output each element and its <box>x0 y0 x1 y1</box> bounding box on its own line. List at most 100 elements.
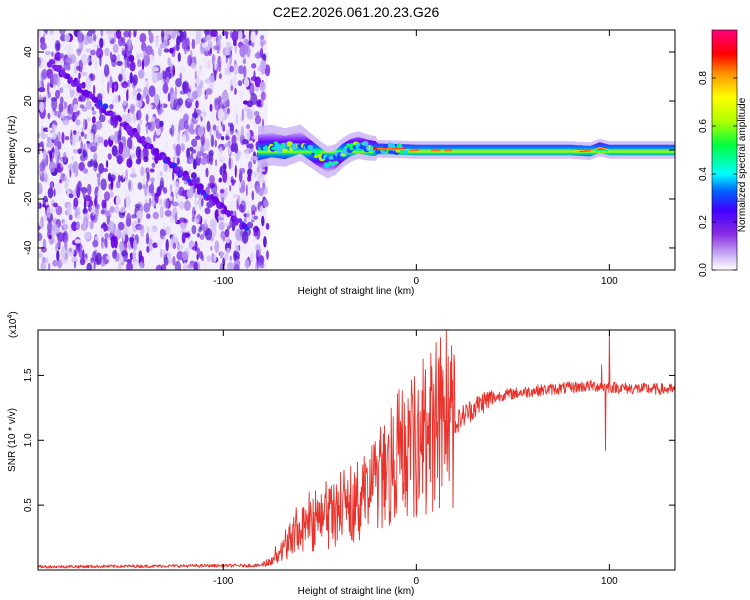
noise-blob <box>118 94 121 102</box>
snr-x-ticks: -100 0 100 <box>213 330 618 587</box>
noise-blob <box>62 85 69 90</box>
noise-blob <box>172 256 176 266</box>
noise-blob <box>213 45 220 51</box>
noise-blob <box>177 131 180 143</box>
noise-blob <box>96 47 104 59</box>
chart-title: C2E2.2026.061.20.23.G26 <box>273 4 440 20</box>
noise-blob <box>148 85 156 97</box>
noise-blob <box>112 227 116 235</box>
noise-blob <box>71 222 77 227</box>
noise-blob <box>162 82 169 94</box>
noise-blob <box>48 262 51 270</box>
noise-blob <box>153 134 156 142</box>
colorbar-tick-label: 0.8 <box>698 71 709 85</box>
noise-blob <box>143 80 148 85</box>
noise-blob <box>47 127 53 132</box>
colorbar-tick-label: 0.4 <box>698 167 709 181</box>
noise-blob <box>112 43 119 54</box>
noise-blob <box>130 106 135 115</box>
noise-blob <box>75 119 81 126</box>
noise-blob <box>139 33 147 43</box>
noise-blob <box>260 47 264 59</box>
noise-blob <box>231 181 235 186</box>
noise-blob <box>183 30 187 41</box>
noise-blob <box>260 41 264 49</box>
noise-blob <box>86 262 93 270</box>
noise-blob <box>219 189 225 194</box>
noise-blob <box>229 185 232 192</box>
noise-blob <box>82 150 88 158</box>
noise-blob <box>173 98 181 111</box>
noise-blob <box>138 250 143 261</box>
noise-blob <box>206 255 211 263</box>
noise-blob <box>210 30 218 37</box>
noise-blob <box>247 175 252 182</box>
noise-blob <box>54 110 62 117</box>
noise-blob <box>233 193 238 199</box>
noise-blob <box>200 197 204 207</box>
signal-blob <box>264 145 269 151</box>
noise-blob <box>153 93 160 105</box>
noise-blob <box>148 184 155 194</box>
noise-blob <box>176 241 181 251</box>
noise-blob <box>226 262 234 270</box>
noise-blob <box>246 108 253 120</box>
noise-blob <box>146 245 150 253</box>
noise-blob <box>57 232 64 243</box>
noise-blob <box>204 46 210 52</box>
noise-blob <box>266 250 269 260</box>
noise-blob <box>208 151 211 158</box>
noise-blob <box>83 212 90 222</box>
noise-blob <box>158 198 163 205</box>
noise-blob <box>51 123 56 137</box>
noise-blob <box>118 73 123 82</box>
noise-blob <box>75 243 83 251</box>
noise-blob <box>86 128 91 135</box>
noise-blob <box>117 174 121 183</box>
noise-blob <box>47 187 54 199</box>
noise-blob <box>125 189 130 198</box>
noise-blob <box>146 54 151 66</box>
noise-blob <box>244 259 250 269</box>
colorbar-gradient <box>711 29 738 271</box>
noise-blob <box>122 88 126 94</box>
noise-blob <box>223 247 231 253</box>
noise-blob <box>252 170 255 180</box>
noise-blob <box>187 264 194 269</box>
noise-blob <box>44 51 52 56</box>
noise-blob <box>260 34 265 41</box>
spectrogram-y-ticks: -40 -20 0 20 40 <box>23 46 675 255</box>
noise-blob <box>102 221 106 228</box>
noise-blob <box>115 30 122 39</box>
diagonal-track-blob <box>56 64 63 70</box>
snr-series-line <box>38 330 675 569</box>
noise-blob <box>158 47 162 57</box>
noise-blob <box>89 220 94 230</box>
noise-blob <box>132 113 137 123</box>
noise-blob <box>86 133 92 142</box>
noise-blob <box>210 246 213 251</box>
noise-blob <box>221 136 225 141</box>
noise-blob <box>251 204 256 214</box>
noise-blob <box>95 141 98 148</box>
noise-blob <box>156 172 161 184</box>
noise-blob <box>243 65 247 79</box>
noise-blob <box>122 229 126 242</box>
noise-blob <box>73 197 79 208</box>
noise-blob <box>86 117 91 122</box>
noise-blob <box>97 136 104 143</box>
noise-blob <box>221 31 229 36</box>
noise-blob <box>107 81 110 94</box>
noise-blob <box>225 187 228 197</box>
diagonal-track-blob <box>243 226 250 231</box>
noise-blob <box>254 115 262 125</box>
signal-blob <box>383 144 388 149</box>
noise-blob <box>113 206 120 214</box>
spectrogram-x-ticks: -100 0 100 <box>213 30 618 287</box>
colorbar-ticks: 0.0 0.2 0.4 0.6 0.8 <box>698 71 737 277</box>
noise-blob <box>131 95 137 100</box>
noise-blob <box>59 53 65 59</box>
noise-blob <box>188 93 193 100</box>
noise-blob <box>65 56 73 65</box>
diagonal-track-blob <box>140 135 146 142</box>
